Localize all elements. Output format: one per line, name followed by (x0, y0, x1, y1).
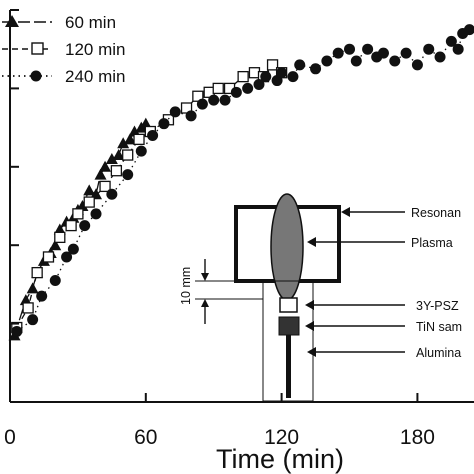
data-point-square (122, 149, 134, 161)
data-point-circle (287, 71, 299, 83)
label-psz: 3Y-PSZ (416, 299, 459, 313)
data-point-circle (230, 86, 242, 98)
legend-circle-marker (30, 70, 42, 82)
data-point-triangle (105, 152, 118, 164)
data-point-circle (61, 251, 73, 263)
data-point-circle (445, 35, 457, 47)
data-point-circle (79, 220, 91, 232)
quartz-tube (262, 280, 314, 402)
legend: 60 min 120 min 240 min (2, 13, 125, 86)
data-point-square (212, 82, 224, 95)
label-tin: TiN sam (416, 320, 462, 334)
data-point-square (65, 219, 77, 232)
legend-triangle-marker (5, 15, 19, 27)
x-tick-label: 180 (400, 426, 435, 449)
data-point-circle (434, 51, 446, 63)
data-point-circle (106, 188, 118, 200)
data-point-square (237, 70, 249, 83)
inset-diagram: 10 mm Resonan Plasma 3Y-PSZ TiN sam Alum… (179, 193, 462, 402)
legend-entry-60: 60 min (2, 13, 116, 32)
data-point-triangle (99, 160, 112, 172)
x-tick-label: 120 (264, 426, 299, 449)
data-point-circle (11, 325, 23, 337)
data-point-square (31, 266, 43, 279)
data-point-triangle (94, 168, 107, 180)
data-point-square (72, 208, 84, 220)
data-point-circle (260, 71, 272, 83)
data-point-circle (219, 94, 231, 106)
label-plasma: Plasma (411, 236, 453, 250)
data-point-circle (185, 110, 197, 122)
data-point-circle (400, 47, 412, 59)
x-tick-label: 0 (4, 426, 16, 449)
data-point-circle (169, 106, 181, 118)
data-point-circle (122, 169, 134, 181)
data-point-circle (377, 47, 389, 59)
tin-sample (278, 316, 300, 336)
data-point-square (54, 231, 66, 244)
data-point-circle (310, 63, 322, 75)
data-point-circle (332, 47, 344, 59)
data-point-circle (36, 290, 48, 302)
data-point-circle (389, 55, 401, 67)
data-point-square (266, 59, 279, 71)
data-point-circle (344, 43, 356, 55)
x-tick-label: 60 (134, 426, 157, 449)
data-point-circle (208, 94, 220, 106)
data-point-square (22, 302, 34, 314)
data-point-circle (294, 59, 306, 71)
alumina-rod (286, 335, 291, 398)
label-alumina: Alumina (416, 346, 461, 360)
x-axis-title: Time (min) (216, 444, 344, 474)
data-point-circle (27, 314, 39, 326)
plasma-ellipse (270, 193, 304, 301)
psz-block (279, 297, 298, 313)
data-point-circle (135, 145, 147, 157)
data-point-circle (463, 24, 474, 36)
label-resonator: Resonan (411, 206, 461, 220)
data-point-circle (67, 243, 79, 255)
data-point-circle (423, 43, 435, 55)
data-point-triangle (123, 133, 136, 145)
data-point-circle (452, 43, 464, 55)
data-point-triangle (83, 184, 96, 196)
data-point-square (99, 180, 111, 193)
data-point-circle (158, 118, 170, 130)
legend-label-240: 240 min (65, 67, 125, 86)
legend-entry-120: 120 min (2, 40, 125, 59)
data-point-triangle (117, 137, 130, 149)
axes-group: 0 60 120 180 (4, 9, 474, 449)
data-point-circle (362, 43, 374, 55)
data-point-circle (276, 67, 288, 79)
data-point-circle (49, 274, 61, 286)
data-point-square (42, 251, 55, 263)
data-point-square (133, 133, 145, 146)
legend-label-120: 120 min (65, 40, 125, 59)
data-point-circle (350, 55, 362, 67)
series-group (8, 24, 474, 341)
data-point-square (83, 196, 95, 208)
data-point-circle (90, 208, 102, 220)
scale-label: 10 mm (179, 267, 193, 305)
data-point-circle (147, 129, 159, 141)
data-point-triangle (112, 149, 125, 161)
data-point-circle (411, 59, 423, 71)
legend-square-marker (31, 42, 44, 55)
data-point-circle (321, 55, 333, 67)
data-point-circle (242, 82, 254, 94)
data-point-circle (196, 98, 208, 110)
data-point-square (110, 165, 123, 177)
legend-entry-240: 240 min (2, 67, 125, 86)
legend-label-60: 60 min (65, 13, 116, 32)
data-point-circle (253, 78, 265, 90)
